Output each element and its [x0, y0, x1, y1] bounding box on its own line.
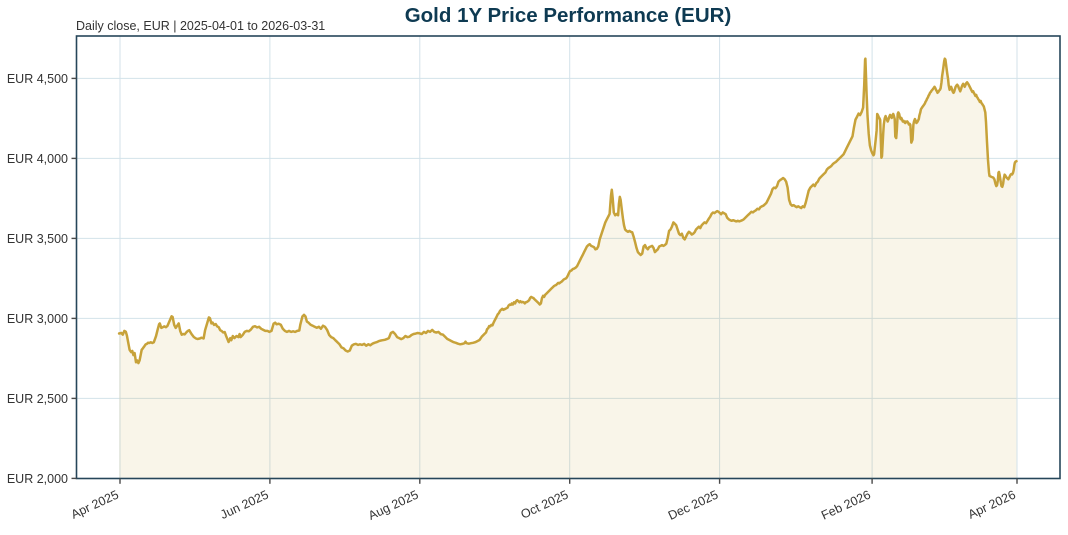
- svg-text:Gold 1Y Price Performance (EUR: Gold 1Y Price Performance (EUR): [405, 4, 732, 27]
- svg-text:EUR 3,000: EUR 3,000: [7, 312, 68, 326]
- svg-text:EUR 3,500: EUR 3,500: [7, 232, 68, 246]
- svg-text:EUR 4,000: EUR 4,000: [7, 152, 68, 166]
- svg-text:EUR 2,000: EUR 2,000: [7, 472, 68, 486]
- svg-text:Daily close, EUR | 2025-04-01: Daily close, EUR | 2025-04-01 to 2026-03…: [76, 19, 325, 33]
- svg-text:EUR 2,500: EUR 2,500: [7, 392, 68, 406]
- svg-text:EUR 4,500: EUR 4,500: [7, 72, 68, 86]
